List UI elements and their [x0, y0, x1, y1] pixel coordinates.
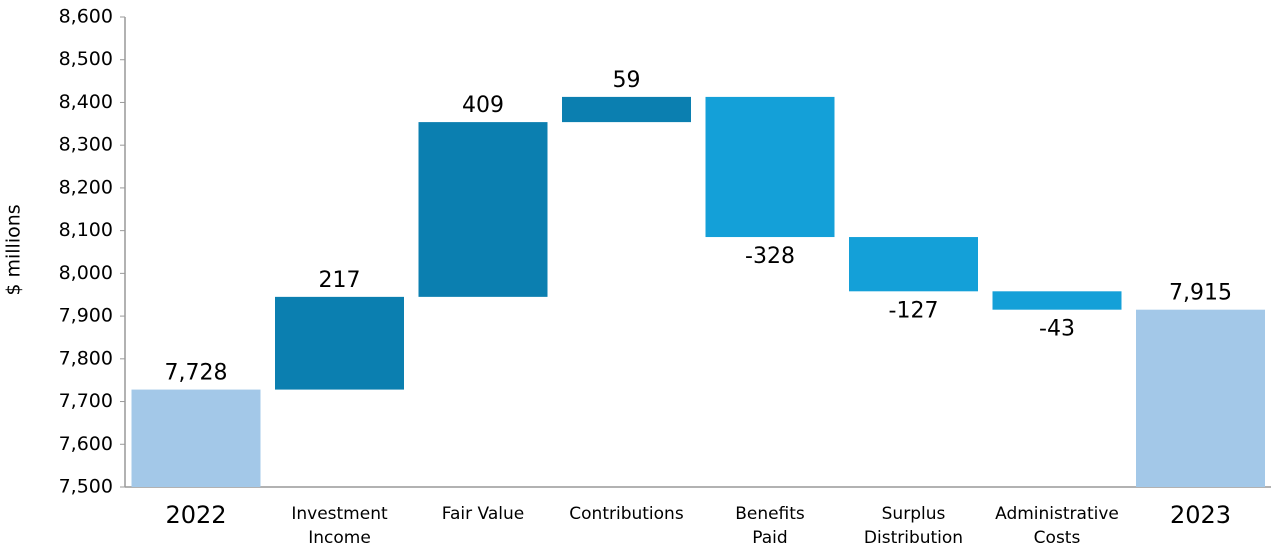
bar	[562, 96, 691, 123]
x-tick-label: Investment Income	[291, 504, 388, 548]
x-tick-label: 2022	[165, 501, 227, 529]
y-tick-label: 8,400	[59, 91, 113, 113]
bar	[992, 291, 1122, 310]
x-tick-label: Contributions	[569, 504, 684, 524]
value-label: -127	[889, 298, 939, 323]
value-label: 409	[462, 93, 504, 118]
bar	[418, 122, 548, 297]
y-tick-label: 8,200	[59, 176, 113, 198]
y-tick-label: 8,000	[59, 262, 113, 284]
value-label: -43	[1039, 317, 1075, 342]
bar	[275, 296, 404, 390]
bar	[131, 389, 261, 487]
y-tick-label: 7,600	[59, 433, 113, 455]
y-tick-label: 7,700	[59, 390, 113, 412]
y-axis-label: $ millions	[3, 204, 25, 295]
value-label: 59	[613, 68, 641, 93]
y-tick-label: 7,900	[59, 305, 113, 327]
x-tick-label: Fair Value	[441, 504, 525, 524]
bar	[849, 237, 978, 292]
value-label: 217	[319, 268, 361, 293]
y-tick-label: 8,500	[59, 48, 113, 70]
value-label: 7,915	[1169, 281, 1232, 306]
x-tick-label: Benefits Paid	[735, 504, 805, 548]
bar	[705, 96, 835, 238]
y-tick-label: 8,100	[59, 219, 113, 241]
y-tick-label: 8,600	[59, 6, 113, 28]
bar	[1136, 309, 1265, 487]
value-label: 7,728	[165, 361, 228, 386]
x-tick-label: Administrative Costs	[995, 504, 1119, 548]
y-tick-label: 8,300	[59, 134, 113, 156]
value-label: -328	[745, 244, 795, 269]
x-tick-label: 2023	[1169, 501, 1232, 529]
x-tick-label: Surplus Distribution	[863, 504, 964, 548]
y-tick-label: 7,800	[59, 347, 113, 369]
y-tick-label: 7,500	[59, 476, 113, 498]
